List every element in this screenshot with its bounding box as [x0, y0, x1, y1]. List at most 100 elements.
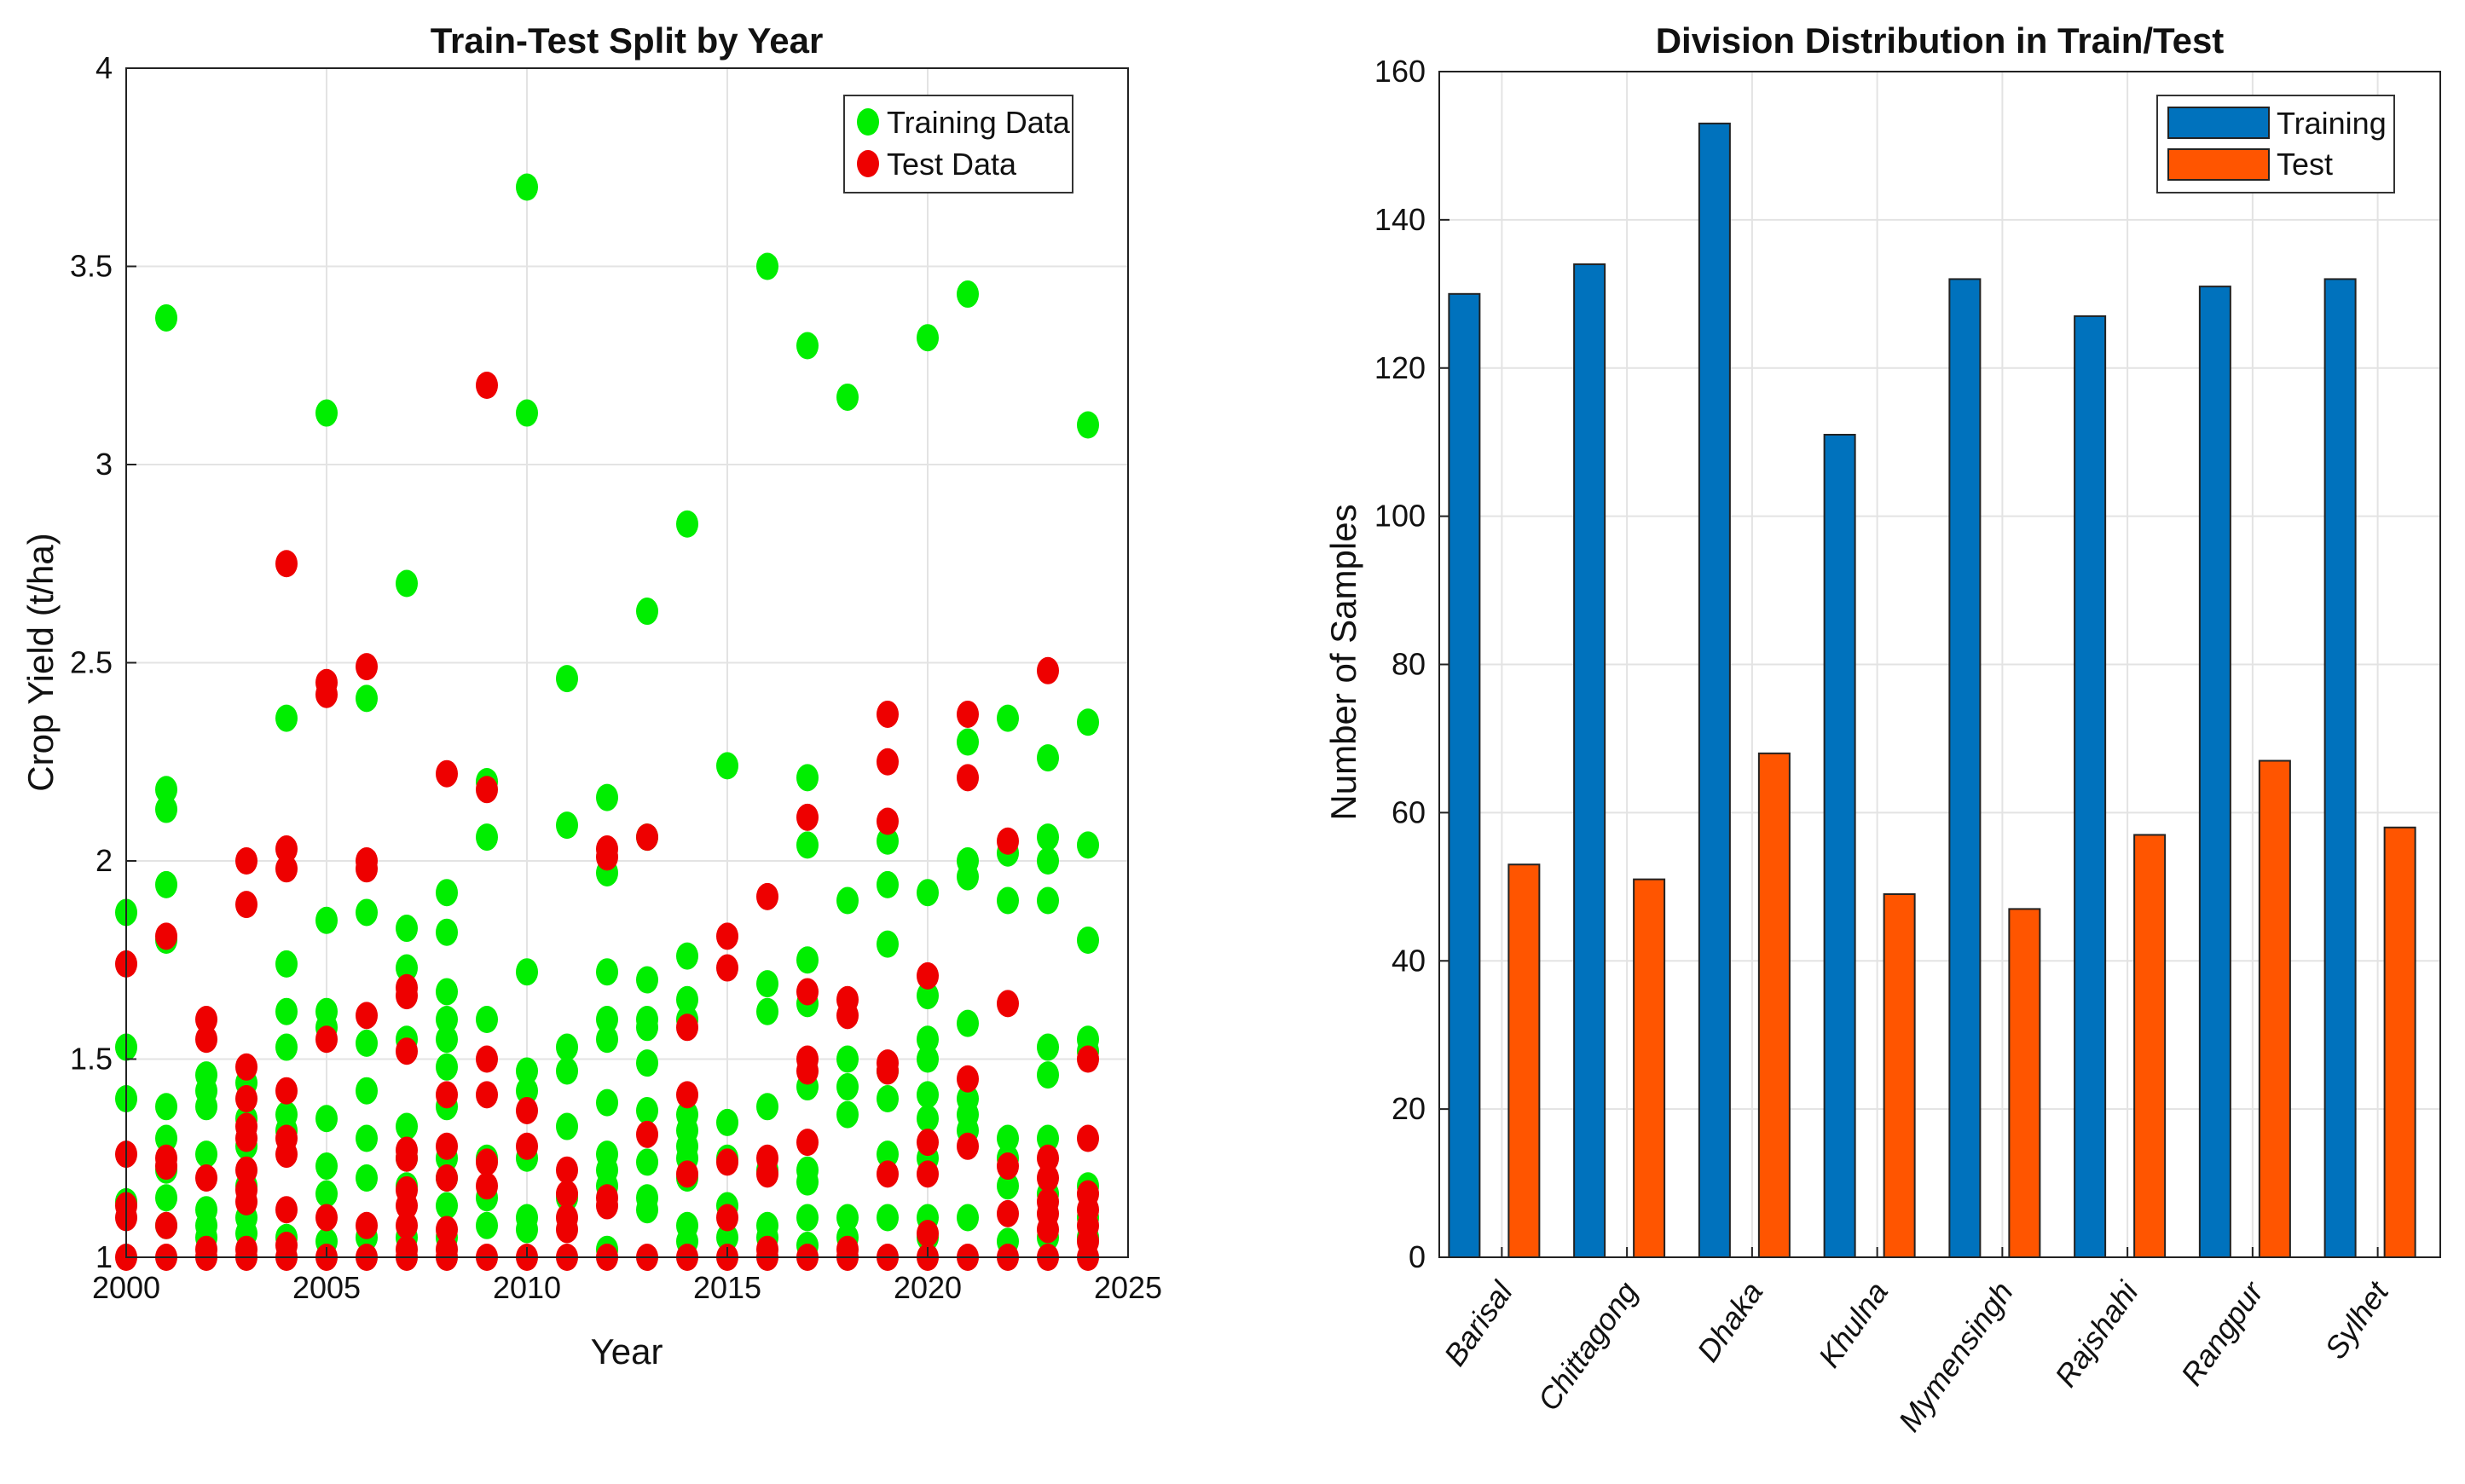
bar-y-ticks: 0 20 40 60 80 100 120 140 160 — [1374, 54, 1449, 1274]
training-point — [796, 946, 819, 974]
test-point — [716, 1148, 738, 1176]
training-point — [877, 1085, 899, 1112]
legend-test-marker — [857, 150, 879, 177]
training-point — [1037, 1061, 1059, 1089]
training-point — [917, 1025, 939, 1054]
training-point — [957, 280, 979, 309]
test-point — [997, 1199, 1019, 1227]
scatter-y-tick-label: 2 — [95, 843, 113, 878]
training-point — [476, 1211, 498, 1239]
training-point — [756, 252, 778, 280]
test-point — [556, 1156, 578, 1184]
test-point — [556, 1180, 578, 1208]
test-bar — [1507, 863, 1541, 1258]
training-point — [957, 1204, 979, 1232]
training-point — [917, 879, 939, 907]
bar-y-tick-label: 20 — [1392, 1091, 1426, 1126]
test-point — [917, 961, 939, 990]
training-point — [676, 985, 698, 1013]
training-point — [636, 1196, 658, 1224]
training-point — [275, 1033, 298, 1061]
test-bar — [1633, 878, 1666, 1259]
training-point — [275, 704, 298, 732]
training-point — [436, 1025, 458, 1054]
test-point — [516, 1132, 538, 1160]
test-point — [235, 847, 257, 875]
test-point — [476, 1172, 498, 1200]
test-point — [997, 990, 1019, 1018]
training-point — [396, 954, 418, 982]
training-point — [836, 1100, 859, 1129]
training-point — [556, 1057, 578, 1085]
training-point — [636, 966, 658, 994]
test-point — [155, 1211, 177, 1239]
training-point — [877, 930, 899, 958]
test-point — [676, 1013, 698, 1042]
training-point — [155, 1093, 177, 1121]
legend-training-text: Training — [2277, 106, 2387, 141]
scatter-x-tick-label: 2015 — [693, 1270, 761, 1305]
test-point — [877, 1057, 899, 1085]
training-bar — [1823, 433, 1856, 1258]
bar-x-tick-label: Khulna — [1811, 1275, 1895, 1373]
training-point — [1077, 411, 1099, 439]
scatter-y-tick-label: 4 — [95, 50, 113, 85]
training-point — [436, 1192, 458, 1220]
test-point — [636, 823, 658, 852]
training-point — [836, 1045, 859, 1073]
training-point — [155, 1184, 177, 1212]
test-point — [436, 1164, 458, 1192]
training-point — [836, 1204, 859, 1232]
training-point — [195, 1140, 217, 1169]
training-point — [796, 1204, 819, 1232]
scatter-chart: Train-Test Split by Year 2000 2005 2010 201… — [20, 20, 1162, 1371]
test-point — [997, 827, 1019, 855]
training-point — [436, 978, 458, 1006]
test-point — [275, 550, 298, 578]
test-point — [315, 1025, 338, 1054]
training-point — [716, 1223, 738, 1251]
training-point — [1037, 1124, 1059, 1152]
training-point — [155, 776, 177, 804]
test-point — [877, 748, 899, 776]
training-point — [356, 898, 378, 927]
bar-y-tick-label: 40 — [1392, 943, 1426, 978]
bar-x-tick-label: Dhaka — [1690, 1275, 1769, 1368]
training-point — [315, 1105, 338, 1133]
test-point — [476, 1045, 498, 1073]
legend-test-swatch — [2167, 148, 2270, 181]
test-point — [155, 922, 177, 950]
training-point — [957, 863, 979, 891]
training-point — [315, 906, 338, 934]
test-point — [275, 835, 298, 863]
training-point — [997, 704, 1019, 732]
training-point — [556, 1112, 578, 1140]
training-point — [877, 827, 899, 855]
scatter-x-tick-label: 2000 — [92, 1270, 160, 1305]
test-point — [235, 1053, 257, 1081]
training-point — [1037, 823, 1059, 852]
test-point — [716, 922, 738, 950]
training-point — [556, 1033, 578, 1061]
bar-x-tick-label: Mymensingh — [1891, 1275, 2020, 1438]
test-point — [716, 954, 738, 982]
training-bar — [1698, 122, 1731, 1259]
training-point — [516, 173, 538, 201]
test-point — [636, 1120, 658, 1148]
training-point — [997, 886, 1019, 915]
training-bar — [2198, 286, 2231, 1258]
test-point — [396, 1211, 418, 1239]
training-point — [756, 1093, 778, 1121]
test-point — [476, 776, 498, 804]
training-point — [636, 1148, 658, 1176]
training-point — [516, 1215, 538, 1244]
test-point — [796, 803, 819, 831]
training-point — [676, 510, 698, 538]
scatter-y-tick-label: 3 — [95, 447, 113, 482]
training-point — [1037, 1033, 1059, 1061]
test-point — [1037, 1215, 1059, 1244]
training-point — [516, 1057, 538, 1085]
training-point — [275, 997, 298, 1025]
test-point — [957, 1132, 979, 1160]
test-point — [1037, 1164, 1059, 1192]
